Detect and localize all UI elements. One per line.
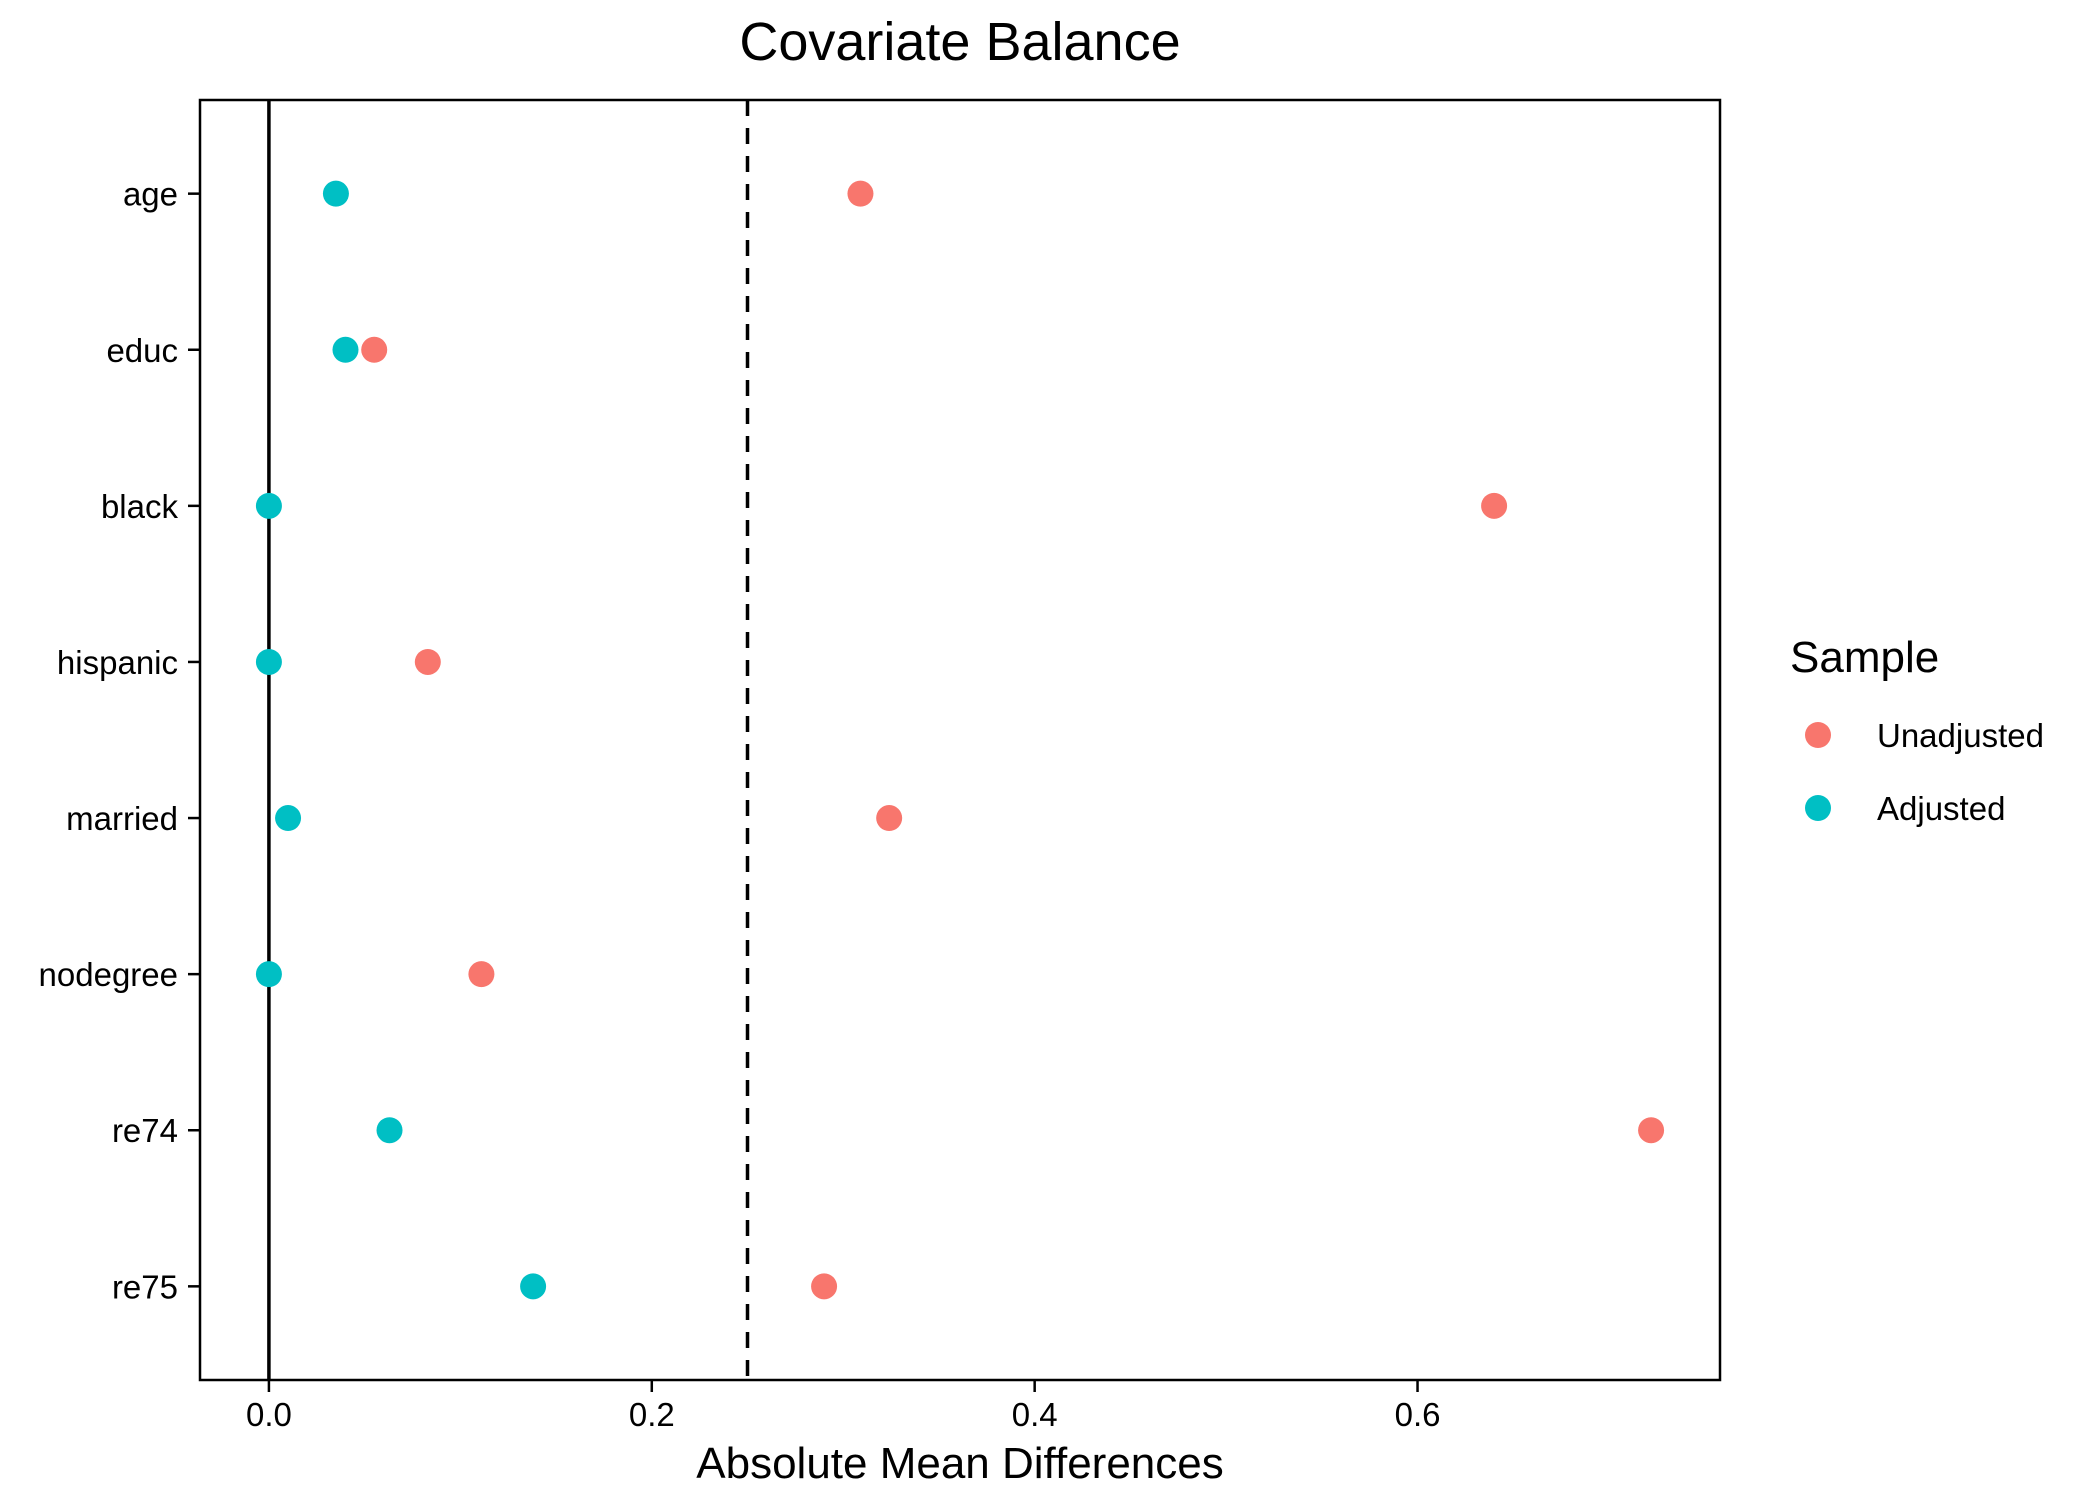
y-tick-label: re74 <box>112 1112 178 1149</box>
point-adjusted-educ <box>332 336 359 363</box>
point-adjusted-re75 <box>520 1273 547 1300</box>
y-tick-label: educ <box>106 332 178 369</box>
point-adjusted-re74 <box>376 1117 403 1144</box>
y-tick-label: age <box>123 176 178 213</box>
x-axis: 0.0 0.2 0.4 0.6 <box>246 1380 1440 1433</box>
legend-title: Sample <box>1790 633 1939 682</box>
legend-key-unadjusted <box>1805 722 1831 748</box>
point-unadjusted-re75 <box>811 1273 838 1300</box>
point-unadjusted-re74 <box>1638 1117 1665 1144</box>
x-tick-label: 0.4 <box>1012 1396 1058 1433</box>
y-tick-label: nodegree <box>39 956 178 993</box>
x-tick-label: 0.6 <box>1395 1396 1441 1433</box>
legend-key-adjusted <box>1805 795 1831 821</box>
y-tick-label: hispanic <box>57 644 178 681</box>
y-axis: age educ black hispanic married nodegree re74 r… <box>39 176 200 1305</box>
x-tick-label: 0.0 <box>246 1396 292 1433</box>
point-adjusted-nodegree <box>255 961 282 988</box>
point-unadjusted-hispanic <box>414 648 441 675</box>
data-points <box>255 180 1665 1300</box>
point-adjusted-married <box>275 805 302 832</box>
point-unadjusted-nodegree <box>468 961 495 988</box>
point-unadjusted-black <box>1481 492 1508 519</box>
y-tick-label: re75 <box>112 1268 178 1305</box>
point-adjusted-age <box>322 180 349 207</box>
point-unadjusted-age <box>847 180 874 207</box>
legend: Sample Unadjusted Adjusted <box>1790 633 2044 827</box>
reference-lines <box>267 100 750 1380</box>
point-adjusted-black <box>255 492 282 519</box>
x-tick-label: 0.2 <box>629 1396 675 1433</box>
legend-label-adjusted: Adjusted <box>1877 790 2005 827</box>
y-tick-label: married <box>66 800 178 837</box>
y-tick-label: black <box>101 488 179 525</box>
legend-label-unadjusted: Unadjusted <box>1877 717 2044 754</box>
x-axis-title: Absolute Mean Differences <box>696 1439 1223 1488</box>
point-adjusted-hispanic <box>255 648 282 675</box>
chart-title: Covariate Balance <box>739 12 1180 72</box>
point-unadjusted-married <box>876 805 903 832</box>
point-unadjusted-educ <box>361 336 388 363</box>
legend-items: Unadjusted Adjusted <box>1805 717 2044 827</box>
plot-panel <box>198 98 1722 1382</box>
